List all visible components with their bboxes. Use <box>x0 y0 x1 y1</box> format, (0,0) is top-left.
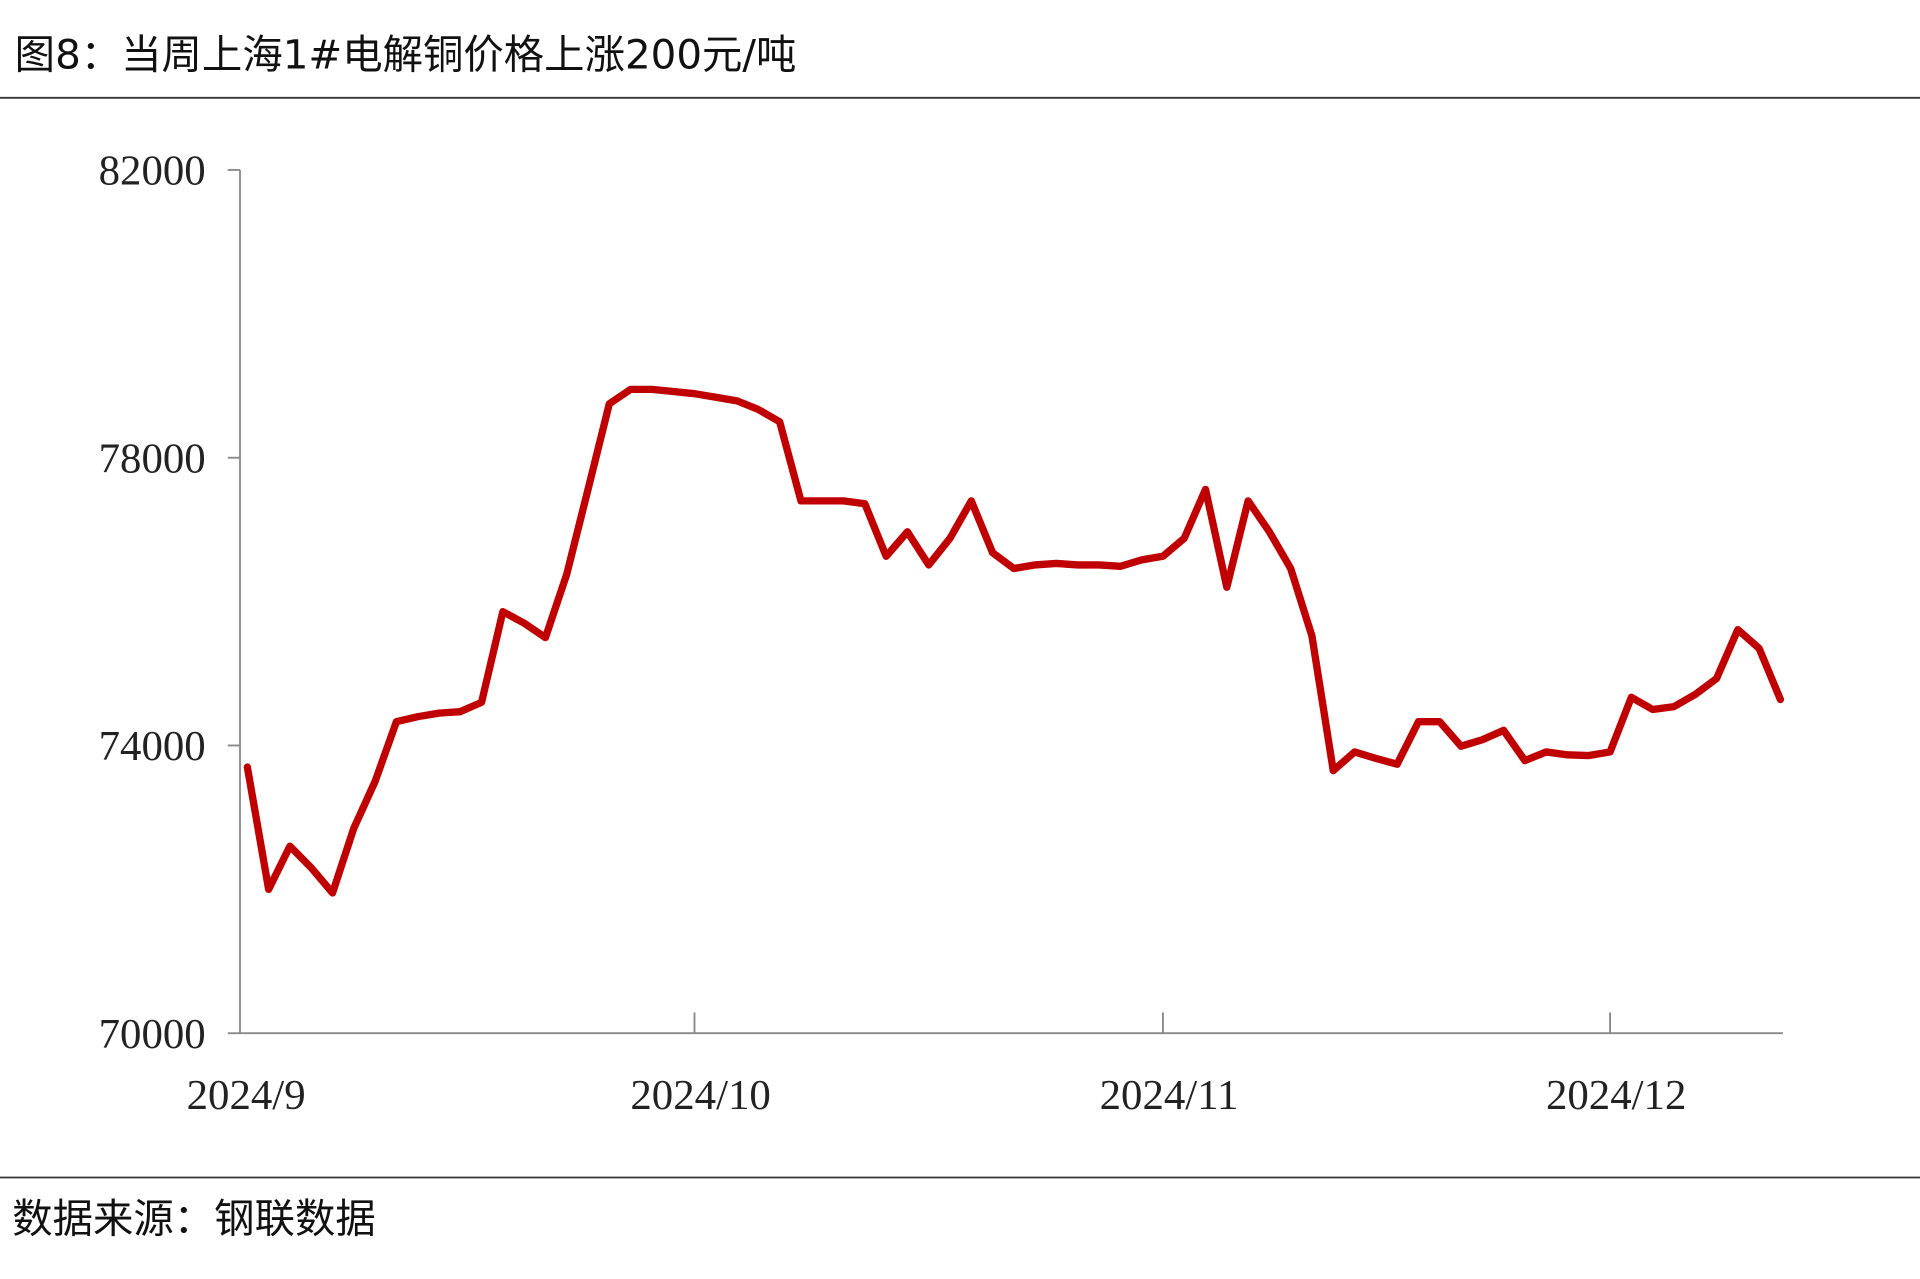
y-tick-label: 74000 <box>99 723 206 770</box>
price-line <box>243 385 1785 897</box>
chart-title: 图8：当周上海1#电解铜价格上涨200元/吨 <box>15 32 797 79</box>
x-tick-label: 2024/12 <box>1546 1072 1686 1119</box>
y-tick-label: 78000 <box>99 435 206 482</box>
x-tick-label: 2024/9 <box>187 1072 306 1119</box>
source: 数据来源：钢联数据 <box>12 1196 375 1243</box>
x-tick-label: 2024/11 <box>1100 1072 1239 1119</box>
y-tick-label: 82000 <box>99 148 206 195</box>
x-tick-label: 2024/10 <box>630 1072 770 1119</box>
y-tick-label: 70000 <box>99 1011 206 1058</box>
